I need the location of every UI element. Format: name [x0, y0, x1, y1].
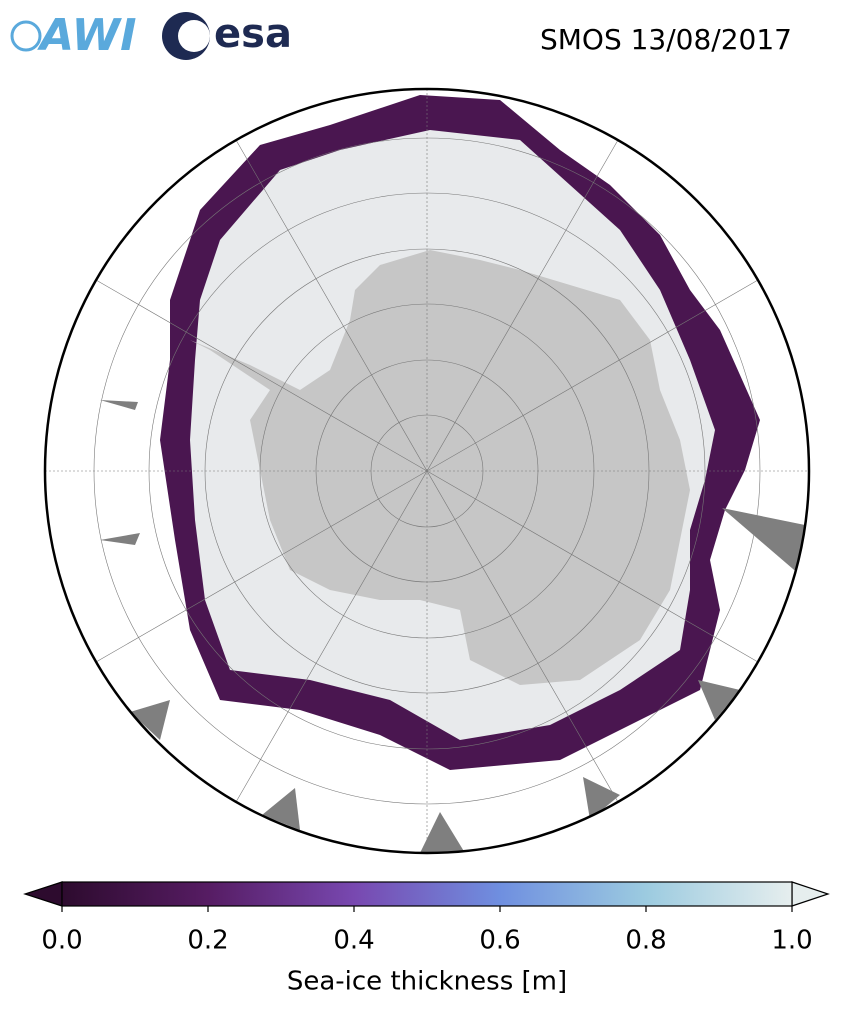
colorbar-tick-label: 0.4: [333, 926, 374, 956]
map-frame: [43, 87, 811, 855]
logo-esa: esa: [162, 11, 292, 60]
colorbar-tick-label: 0.8: [625, 926, 666, 956]
colorbar: 0.0 0.2 0.4 0.6 0.8 1.0: [23, 881, 830, 956]
map: [45, 89, 809, 853]
colorbar-extend-high: [791, 881, 830, 907]
logo-awi: AWI: [10, 10, 137, 61]
colorbar-tick-label: 0.2: [187, 926, 228, 956]
colorbar-tick-label: 0.0: [41, 926, 82, 956]
logo-text: AWI: [37, 10, 137, 61]
colorbar-tick-label: 1.0: [771, 926, 812, 956]
colorbar-extend-low: [23, 881, 63, 907]
graticule: [45, 89, 809, 853]
antarctica: [190, 250, 690, 685]
colorbar-gradient: [61, 881, 793, 907]
colorbar-tick-label: 0.6: [479, 926, 520, 956]
colorbar-label: Sea-ice thickness [m]: [287, 967, 567, 997]
logo-text: esa: [214, 11, 292, 57]
title: SMOS 13/08/2017: [540, 23, 792, 56]
land-fragments: [100, 400, 805, 853]
